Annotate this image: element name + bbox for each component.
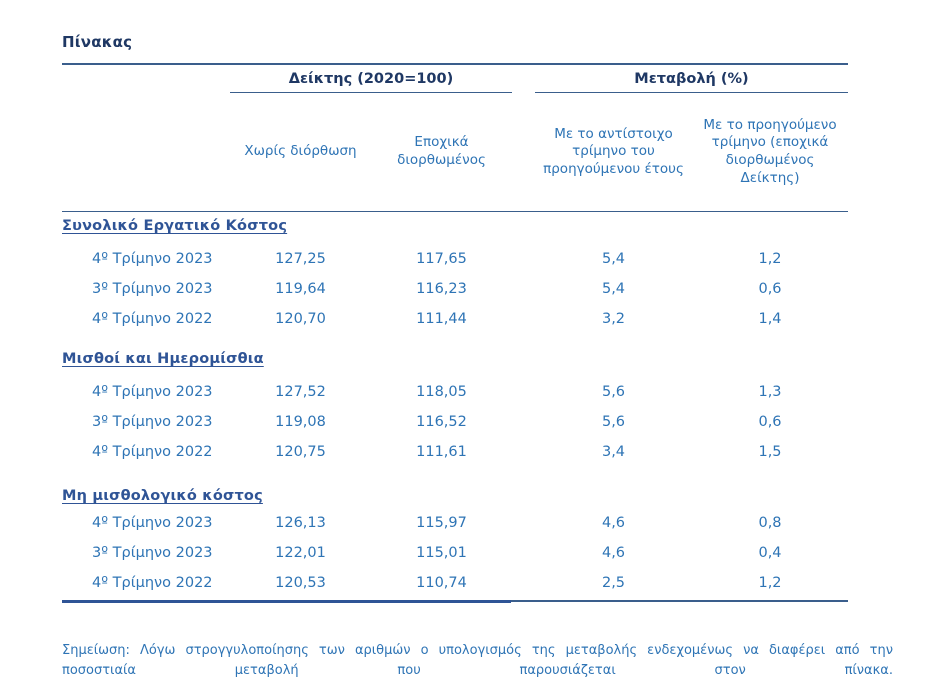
table-row: 4º Τρίμηνο 2023 127,52 118,05 5,6 1,3 <box>62 377 848 407</box>
table-row: 3º Τρίμηνο 2023 119,08 116,52 5,6 0,6 <box>62 407 848 437</box>
section-header: Συνολικό Εργατικό Κόστος <box>62 218 288 234</box>
cell-yoy-change: 3,2 <box>601 311 626 327</box>
table-row: 3º Τρίμηνο 2023 119,64 116,23 5,4 0,6 <box>62 274 848 304</box>
column-header-unadjusted: Χωρίς διόρθωση <box>244 143 357 160</box>
cell-qoq-change: 1,4 <box>758 311 782 327</box>
column-header-qoq-change: Με το προηγούμενο τρίμηνο (εποχικά διορθ… <box>703 116 837 186</box>
cell-yoy-change: 5,6 <box>601 384 626 400</box>
cell-index-unadjusted: 120,75 <box>275 444 326 460</box>
row-label: 4º Τρίμηνο 2022 <box>92 575 213 591</box>
page-title: Πίνακας <box>62 33 133 51</box>
column-header-seasonally-adjusted: Εποχικά διορθωμένος <box>397 134 486 168</box>
section-non-wage-cost: Μη μισθολογικό κόστος 4º Τρίμηνο 2023 12… <box>62 488 848 598</box>
cell-index-adjusted: 110,74 <box>416 575 467 591</box>
table-row: 4º Τρίμηνο 2023 126,13 115,97 4,6 0,8 <box>62 508 848 538</box>
section-rows: 4º Τρίμηνο 2023 126,13 115,97 4,6 0,8 3º… <box>62 508 848 598</box>
row-label: 3º Τρίμηνο 2023 <box>92 414 213 430</box>
cell-yoy-change: 5,6 <box>601 414 626 430</box>
table-subheader-row: Χωρίς διόρθωση Εποχικά διορθωμένος Με το… <box>62 93 848 212</box>
cell-index-adjusted: 116,52 <box>416 414 467 430</box>
cell-index-adjusted: 116,23 <box>416 281 467 297</box>
section-header: Μισθοί και Ημερομίσθια <box>62 351 264 367</box>
table-row: 4º Τρίμηνο 2022 120,70 111,44 3,2 1,4 <box>62 304 848 334</box>
cell-index-adjusted: 111,44 <box>416 311 467 327</box>
cell-index-unadjusted: 120,70 <box>275 311 326 327</box>
cell-index-unadjusted: 119,64 <box>275 281 326 297</box>
row-label: 3º Τρίμηνο 2023 <box>92 545 213 561</box>
table-row: 4º Τρίμηνο 2022 120,53 110,74 2,5 1,2 <box>62 568 848 598</box>
cell-yoy-change: 2,5 <box>601 575 626 591</box>
cell-index-adjusted: 117,65 <box>416 251 467 267</box>
row-label: 4º Τρίμηνο 2023 <box>92 515 213 531</box>
cell-index-adjusted: 111,61 <box>416 444 467 460</box>
bottom-rule-left-segment <box>62 600 511 603</box>
cell-qoq-change: 1,3 <box>758 384 782 400</box>
cell-qoq-change: 0,6 <box>758 414 782 430</box>
statistics-table: Δείκτης (2020=100) Μεταβολή (%) Χωρίς δι… <box>62 63 848 603</box>
row-label: 3º Τρίμηνο 2023 <box>92 281 213 297</box>
cell-index-unadjusted: 126,13 <box>275 515 326 531</box>
group-header-spacer <box>62 68 230 93</box>
cell-qoq-change: 0,6 <box>758 281 782 297</box>
cell-yoy-change: 4,6 <box>601 515 626 531</box>
cell-index-adjusted: 118,05 <box>416 384 467 400</box>
cell-qoq-change: 1,5 <box>758 444 782 460</box>
cell-qoq-change: 0,4 <box>758 545 782 561</box>
cell-qoq-change: 1,2 <box>758 575 782 591</box>
footnote: Σημείωση: Λόγω στρογγυλοποίησης των αριθ… <box>62 642 893 678</box>
cell-index-unadjusted: 127,52 <box>275 384 326 400</box>
cell-yoy-change: 3,4 <box>601 444 626 460</box>
table-row: 4º Τρίμηνο 2022 120,75 111,61 3,4 1,5 <box>62 437 848 467</box>
column-header-yoy-change: Με το αντίστοιχο τρίμηνο του προηγούμενο… <box>543 125 684 177</box>
section-rows: 4º Τρίμηνο 2023 127,52 118,05 5,6 1,3 3º… <box>62 377 848 467</box>
row-label: 4º Τρίμηνο 2022 <box>92 311 213 327</box>
table-row: 3º Τρίμηνο 2023 122,01 115,01 4,6 0,4 <box>62 538 848 568</box>
cell-index-unadjusted: 119,08 <box>275 414 326 430</box>
cell-index-unadjusted: 122,01 <box>275 545 326 561</box>
table-group-header-row: Δείκτης (2020=100) Μεταβολή (%) <box>62 63 848 93</box>
column-group-index: Δείκτης (2020=100) <box>230 68 512 93</box>
cell-yoy-change: 4,6 <box>601 545 626 561</box>
table-bottom-rule <box>62 600 848 603</box>
cell-index-unadjusted: 120,53 <box>275 575 326 591</box>
section-total-labour-cost: Συνολικό Εργατικό Κόστος 4º Τρίμηνο 2023… <box>62 218 848 334</box>
cell-yoy-change: 5,4 <box>601 251 626 267</box>
column-group-change: Μεταβολή (%) <box>535 68 848 93</box>
cell-index-adjusted: 115,01 <box>416 545 467 561</box>
row-label: 4º Τρίμηνο 2022 <box>92 444 213 460</box>
row-label: 4º Τρίμηνο 2023 <box>92 384 213 400</box>
cell-index-adjusted: 115,97 <box>416 515 467 531</box>
section-wages-salaries: Μισθοί και Ημερομίσθια 4º Τρίμηνο 2023 1… <box>62 351 848 467</box>
cell-yoy-change: 5,4 <box>601 281 626 297</box>
group-gap <box>512 68 535 93</box>
row-label: 4º Τρίμηνο 2023 <box>92 251 213 267</box>
section-header: Μη μισθολογικό κόστος <box>62 488 263 504</box>
bottom-rule-right-segment <box>511 600 848 602</box>
table-row: 4º Τρίμηνο 2023 127,25 117,65 5,4 1,2 <box>62 244 848 274</box>
cell-index-unadjusted: 127,25 <box>275 251 326 267</box>
cell-qoq-change: 0,8 <box>758 515 782 531</box>
section-rows: 4º Τρίμηνο 2023 127,25 117,65 5,4 1,2 3º… <box>62 244 848 334</box>
cell-qoq-change: 1,2 <box>758 251 782 267</box>
